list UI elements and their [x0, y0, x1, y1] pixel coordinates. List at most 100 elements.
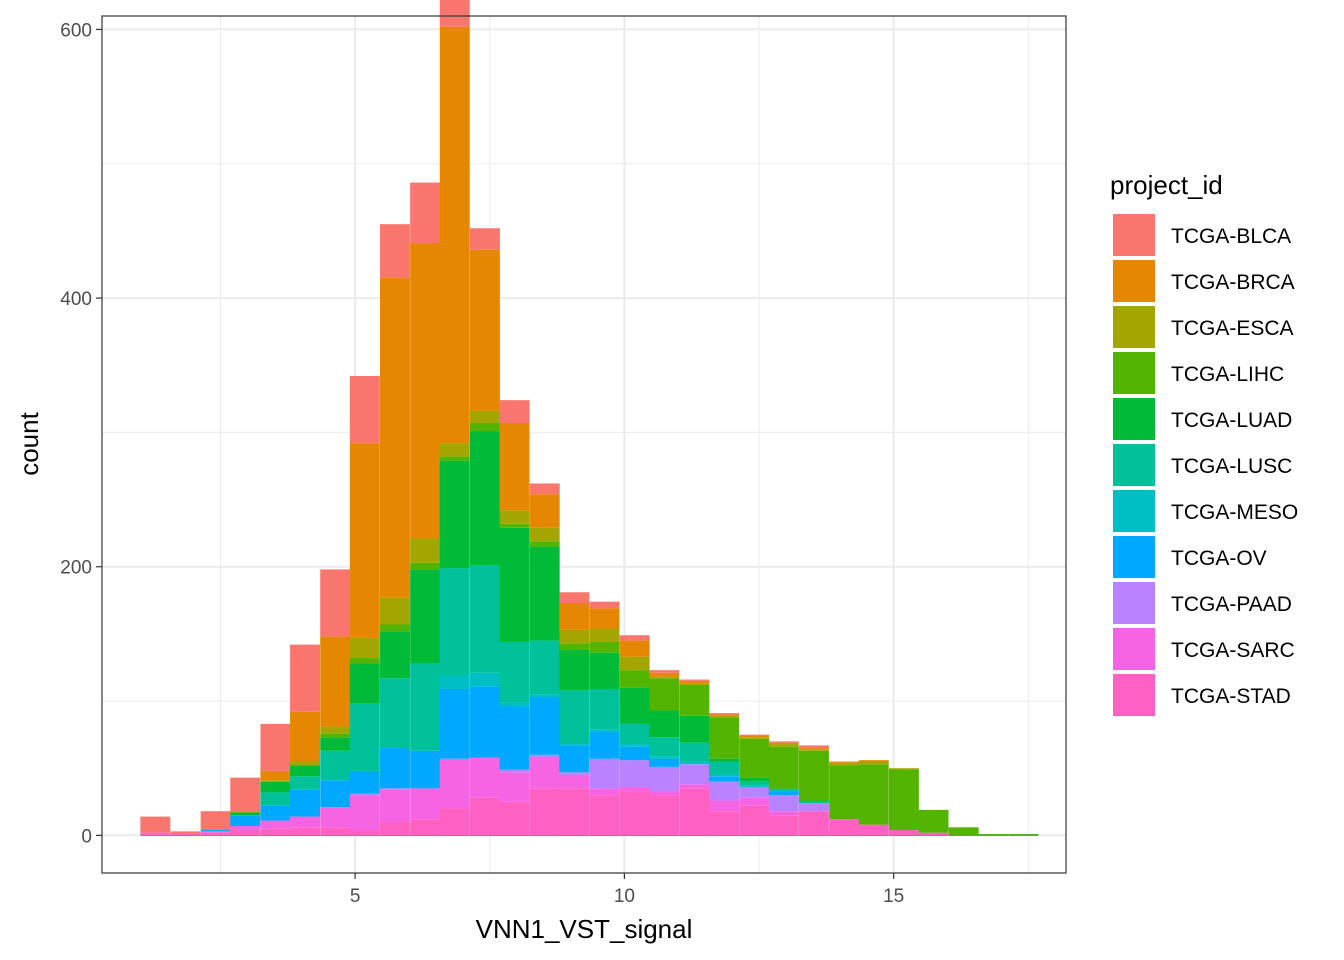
bar-segment-tcga-lusc — [290, 776, 321, 790]
bar-segment-tcga-ov — [349, 770, 380, 794]
bar-segment-tcga-blca — [379, 224, 410, 278]
bar-segment-tcga-stad — [768, 815, 799, 836]
bar-segment-tcga-lihc — [948, 827, 979, 836]
bar-segment-tcga-stad — [798, 811, 829, 836]
bar-segment-tcga-lihc — [798, 750, 829, 801]
bar-segment-tcga-stad — [290, 827, 321, 836]
bar-segment-tcga-sarc — [679, 784, 710, 789]
legend-label: TCGA-LIHC — [1171, 363, 1284, 386]
bar-segment-tcga-lusc — [559, 690, 590, 745]
bar-segment-tcga-sarc — [230, 825, 261, 831]
bar-segment-tcga-brca — [559, 603, 590, 630]
bar-segment-tcga-ov — [410, 750, 441, 789]
bar-segment-tcga-esca — [768, 744, 799, 747]
bar-segment-tcga-stad — [170, 834, 201, 836]
bar-segment-tcga-blca — [349, 375, 380, 444]
legend-label: TCGA-LUSC — [1171, 455, 1292, 478]
bar-segment-tcga-lihc — [739, 738, 770, 778]
bar-segment-tcga-esca — [349, 637, 380, 659]
bar-segment-tcga-blca — [679, 679, 710, 681]
bar-segment-tcga-brca — [829, 761, 860, 763]
bar-segment-tcga-luad — [230, 812, 261, 816]
bar-segment-tcga-lihc — [529, 541, 560, 547]
bar-segment-tcga-ov — [260, 805, 291, 821]
bar-segment-tcga-esca — [379, 597, 410, 625]
bar-segment-tcga-luad — [649, 710, 680, 738]
bar-segment-tcga-stad — [200, 832, 231, 836]
bar-segment-tcga-paad — [739, 787, 770, 798]
bar-segment-tcga-luad — [529, 546, 560, 641]
bar-segment-tcga-sarc — [499, 772, 530, 802]
legend-label: TCGA-MESO — [1171, 501, 1298, 524]
bar-segment-tcga-lihc — [649, 678, 680, 711]
bar-segment-tcga-ov — [200, 830, 231, 832]
bar-segment-tcga-blca — [200, 811, 231, 831]
bar-segment-tcga-stad — [918, 832, 949, 836]
bar-segment-tcga-sarc — [559, 774, 590, 789]
bar-segment-tcga-esca — [559, 629, 590, 644]
bar-segment-tcga-sarc — [649, 791, 680, 796]
bar-segment-tcga-lihc — [469, 423, 500, 432]
bar-segment-tcga-sarc — [439, 758, 470, 809]
legend-label: TCGA-STAD — [1171, 685, 1291, 708]
bar-segment-tcga-paad — [679, 764, 710, 785]
bar-segment-tcga-lihc — [829, 765, 860, 820]
bar-segment-tcga-ov — [709, 776, 739, 782]
bar-segment-tcga-lusc — [739, 781, 770, 786]
bar-segment-tcga-ov — [619, 746, 650, 761]
bar-segment-tcga-esca — [829, 762, 860, 766]
bar-segment-tcga-brca — [469, 249, 500, 411]
bar-segment-tcga-lusc — [439, 568, 470, 676]
bar-segment-tcga-esca — [589, 628, 620, 642]
bar-segment-tcga-lusc — [410, 663, 441, 751]
bar-segment-tcga-lihc — [858, 764, 889, 825]
bar-segment-tcga-sarc — [379, 789, 410, 822]
bar-segment-tcga-paad — [529, 754, 560, 758]
bar-segment-tcga-ov — [379, 748, 410, 789]
bar-segment-tcga-brca — [619, 640, 650, 657]
legend: project_id TCGA-BLCA TCGA-BRCA TCGA-ESCA TC… — [1110, 170, 1298, 716]
bar-segment-tcga-blca — [559, 592, 590, 604]
legend-swatch — [1113, 260, 1155, 302]
bar-segment-tcga-lusc — [260, 792, 291, 806]
bar-segment-tcga-lusc — [499, 641, 530, 703]
bar-segment-tcga-sarc — [349, 795, 380, 831]
bar-segment-tcga-ov — [469, 686, 500, 758]
legend-swatch — [1113, 352, 1155, 394]
bar-segment-tcga-lusc — [349, 703, 380, 771]
bar-segment-tcga-blca — [439, 0, 470, 27]
bar-segment-tcga-blca — [739, 734, 770, 736]
bar-segment-tcga-blca — [260, 723, 291, 771]
bar-segment-tcga-esca — [709, 715, 739, 718]
bar-segment-tcga-sarc — [768, 811, 799, 816]
bar-segment-tcga-brca — [798, 748, 829, 750]
bar-segment-tcga-lusc — [379, 678, 410, 749]
bar-segment-tcga-lihc — [918, 809, 949, 833]
bar-segment-tcga-lihc — [619, 670, 650, 688]
bar-segment-tcga-lihc — [888, 769, 919, 831]
bar-segment-tcga-esca — [888, 768, 919, 770]
legend-swatch — [1113, 398, 1155, 440]
y-tick-label: 600 — [60, 20, 92, 41]
bar-segment-tcga-paad — [649, 766, 680, 792]
bar-segment-tcga-luad — [679, 715, 710, 743]
bar-segment-tcga-stad — [649, 795, 680, 836]
bar-segment-tcga-esca — [529, 527, 560, 542]
bar-segment-tcga-blca — [230, 777, 261, 812]
bar-segment-tcga-lusc — [320, 750, 351, 781]
bar-segment-tcga-esca — [619, 656, 650, 671]
bar-segment-tcga-luad — [559, 650, 590, 691]
bar-segment-tcga-brca — [290, 711, 321, 762]
bar-segment-tcga-meso — [529, 694, 560, 698]
bar-segment-tcga-brca — [320, 636, 351, 727]
bar-segment-tcga-paad — [499, 769, 530, 773]
legend-swatch — [1113, 536, 1155, 578]
bar-segment-tcga-meso — [439, 675, 470, 689]
bar-segment-tcga-lusc — [589, 688, 620, 730]
bar-segment-tcga-brca — [260, 770, 291, 781]
bar-segment-tcga-luad — [589, 652, 620, 689]
bar-segment-tcga-sarc — [529, 757, 560, 789]
bar-segment-tcga-esca — [499, 510, 530, 524]
histogram-bars — [140, 0, 1039, 836]
